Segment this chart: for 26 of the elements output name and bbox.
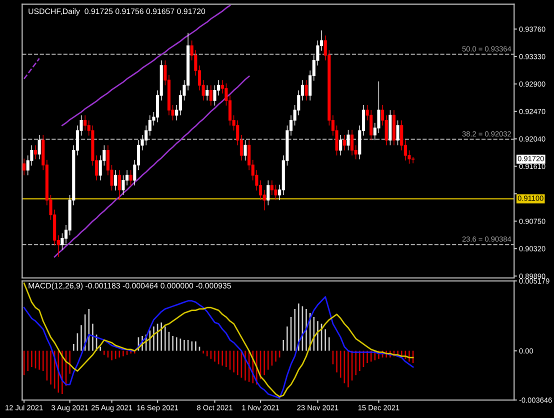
- candlestick: [346, 130, 350, 151]
- candlestick: [126, 170, 129, 186]
- candlestick: [206, 84, 209, 101]
- candlestick: [118, 170, 121, 200]
- candlestick: [266, 180, 270, 206]
- candlestick: [60, 232, 64, 250]
- candlestick: [22, 158, 26, 176]
- line-series: [54, 76, 250, 258]
- candlestick: [122, 174, 125, 196]
- candlestick: [342, 134, 346, 151]
- candlestick: [339, 134, 342, 156]
- candlestick: [209, 84, 212, 106]
- candlestick: [350, 130, 354, 156]
- candlestick: [270, 180, 274, 196]
- candlestick: [34, 144, 38, 160]
- candlestick: [274, 184, 278, 200]
- line-series: [23, 58, 40, 80]
- candlestick: [244, 140, 247, 161]
- candlestick: [114, 170, 118, 191]
- candlestick: [84, 114, 87, 131]
- candlestick: [370, 110, 373, 140]
- candlestick: [304, 80, 308, 101]
- candlestick: [38, 134, 41, 160]
- candlestick: [412, 156, 415, 164]
- candlestick: [129, 170, 132, 186]
- candlestick: [396, 120, 400, 146]
